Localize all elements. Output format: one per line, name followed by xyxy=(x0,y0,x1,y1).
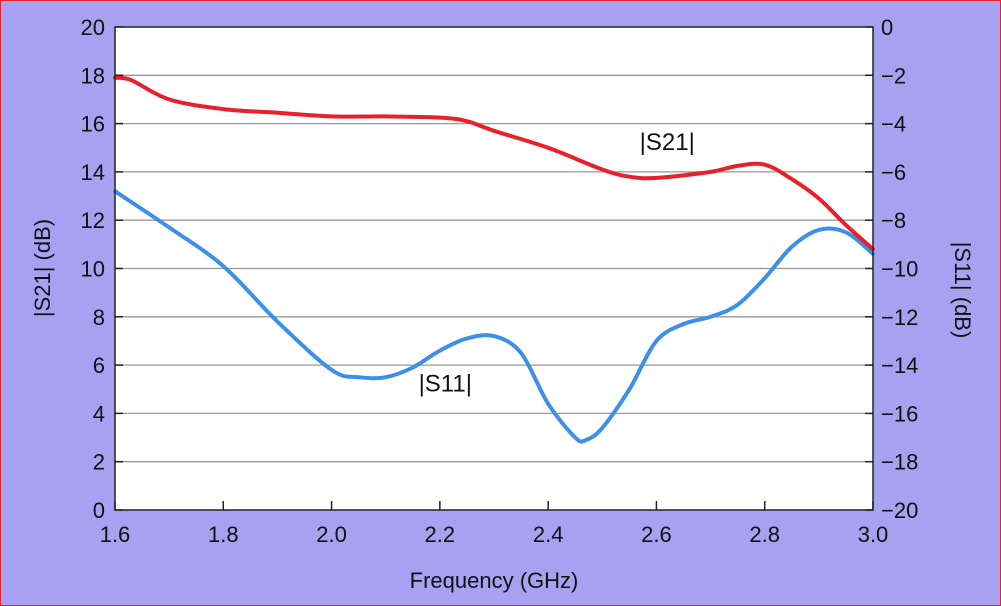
right-y-tick-label: −8 xyxy=(881,208,906,233)
x-tick-label: 2.8 xyxy=(749,522,780,547)
left-y-tick-label: 12 xyxy=(81,208,105,233)
right-y-axis-label: |S11| (dB) xyxy=(950,242,975,339)
left-y-tick-label: 4 xyxy=(93,401,105,426)
x-tick-label: 3.0 xyxy=(858,522,889,547)
left-y-tick-label: 10 xyxy=(81,257,105,282)
x-tick-label: 2.4 xyxy=(533,522,564,547)
left-y-tick-label: 14 xyxy=(81,160,105,185)
x-axis-label: Frequency (GHz) xyxy=(410,568,579,593)
x-tick-label: 2.0 xyxy=(316,522,347,547)
curve-annotations: |S21| |S11| xyxy=(419,129,695,398)
right-y-tick-label: −10 xyxy=(881,257,918,282)
series-line-s11 xyxy=(113,189,875,444)
right-y-tick-label: −12 xyxy=(881,305,918,330)
series-layer xyxy=(113,75,875,444)
left-y-tick-label: 16 xyxy=(81,112,105,137)
right-y-tick-label: −2 xyxy=(881,63,906,88)
right-y-tick-label: −6 xyxy=(881,160,906,185)
left-y-tick-label: 8 xyxy=(93,305,105,330)
right-y-tick-label: −18 xyxy=(881,450,918,475)
left-y-tick-label: 20 xyxy=(81,15,105,40)
series-line-s21 xyxy=(113,75,875,252)
labels: Frequency (GHz) |S21| (dB) |S11| (dB) xyxy=(30,219,975,593)
grid-lines xyxy=(115,74,873,463)
x-tick-label: 1.8 xyxy=(208,522,239,547)
left-y-tick-label: 6 xyxy=(93,353,105,378)
annotation-s21: |S21| xyxy=(640,129,695,156)
right-y-tick-label: 0 xyxy=(881,15,893,40)
left-y-tick-label: 18 xyxy=(81,63,105,88)
right-y-tick-label: −20 xyxy=(881,498,918,523)
right-y-tick-label: −16 xyxy=(881,401,918,426)
left-y-axis-label: |S21| (dB) xyxy=(30,219,55,317)
right-y-tick-label: −4 xyxy=(881,112,906,137)
left-y-tick-label: 0 xyxy=(93,498,105,523)
right-y-tick-label: −14 xyxy=(881,353,918,378)
x-tick-label: 1.6 xyxy=(100,522,131,547)
x-tick-label: 2.2 xyxy=(425,522,456,547)
annotation-s11: |S11| xyxy=(419,371,472,398)
x-tick-label: 2.6 xyxy=(641,522,672,547)
left-y-tick-label: 2 xyxy=(93,450,105,475)
